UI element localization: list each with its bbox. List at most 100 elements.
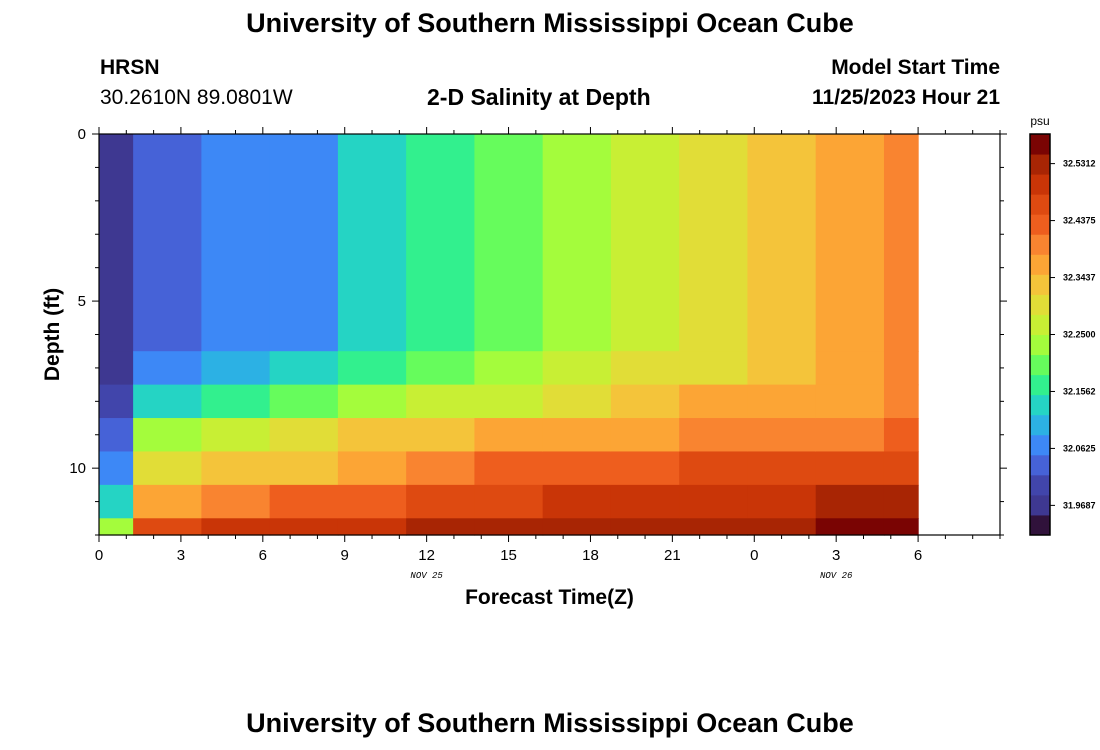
heatmap-cell xyxy=(883,384,919,419)
x-tick-label: 3 xyxy=(832,547,840,564)
heatmap-cell xyxy=(337,351,407,386)
heatmap-cell xyxy=(99,351,134,386)
y-tick-label: 10 xyxy=(69,460,86,477)
heatmap-cell xyxy=(201,451,271,486)
heatmap-cell xyxy=(406,384,476,419)
heatmap-cell xyxy=(474,418,544,453)
heatmap-cell xyxy=(883,484,919,519)
heatmap-cell xyxy=(610,134,680,352)
colorbar-segment xyxy=(1030,234,1050,255)
chart-subtitle: 2-D Salinity at Depth xyxy=(427,84,651,110)
heatmap-cell xyxy=(269,134,339,352)
heatmap-cell xyxy=(269,351,339,386)
heatmap-cell xyxy=(474,484,544,519)
heatmap-cell xyxy=(815,418,885,453)
heatmap-cell xyxy=(815,134,885,352)
heatmap-cell xyxy=(337,418,407,453)
heatmap-cell xyxy=(406,351,476,386)
heatmap-cell xyxy=(406,518,476,536)
y-tick-label: 5 xyxy=(78,293,86,310)
x-tick-label: 0 xyxy=(750,547,758,564)
heatmap-cell xyxy=(99,418,134,453)
heatmap-cell xyxy=(679,418,749,453)
heatmap-cell xyxy=(201,484,271,519)
heatmap-cell xyxy=(610,451,680,486)
heatmap-cell xyxy=(269,451,339,486)
x-tick-label: 9 xyxy=(341,547,349,564)
colorbar-units: psu xyxy=(1030,114,1049,128)
heatmap-cell xyxy=(883,518,919,536)
heatmap-cell xyxy=(474,384,544,419)
colorbar-segment xyxy=(1030,214,1050,235)
heatmap-cell xyxy=(679,484,749,519)
heatmap-cell xyxy=(474,451,544,486)
heatmap-cell xyxy=(474,134,544,352)
heatmap-cell xyxy=(337,518,407,536)
heatmap-cell xyxy=(201,134,271,352)
heatmap-cell xyxy=(337,384,407,419)
page-title: University of Southern Mississippi Ocean… xyxy=(246,8,854,38)
colorbar-tick-label: 32.1562 xyxy=(1063,386,1096,396)
x-tick-label: 15 xyxy=(500,547,517,564)
heatmap-cell xyxy=(679,384,749,419)
colorbar-tick-label: 32.4375 xyxy=(1063,216,1096,226)
heatmap-cell xyxy=(542,384,612,419)
station-id: HRSN xyxy=(100,56,160,79)
colorbar-segment xyxy=(1030,434,1050,456)
heatmap-cell xyxy=(406,134,476,352)
heatmap-cell xyxy=(542,134,612,352)
model-start-value: 11/25/2023 Hour 21 xyxy=(812,86,1000,109)
x-tick-label: 21 xyxy=(664,547,681,564)
heatmap-cell xyxy=(542,351,612,386)
heatmap-cell xyxy=(747,351,817,386)
colorbar-segment xyxy=(1030,494,1050,516)
x-tick-label: 18 xyxy=(582,547,599,564)
heatmap-cell xyxy=(269,484,339,519)
heatmap-cell xyxy=(406,451,476,486)
heatmap-cell xyxy=(542,518,612,536)
heatmap-cell xyxy=(201,418,271,453)
heatmap-cell xyxy=(269,418,339,453)
heatmap-cell xyxy=(747,418,817,453)
x-axis-title: Forecast Time(Z) xyxy=(465,586,634,609)
y-axis-title: Depth (ft) xyxy=(41,288,64,381)
heatmap-cell xyxy=(133,451,202,486)
heatmap-cell xyxy=(337,484,407,519)
heatmap-cell xyxy=(610,351,680,386)
colorbar-segment xyxy=(1030,454,1050,476)
heatmap-cell xyxy=(406,418,476,453)
colorbar-tick-label: 32.3437 xyxy=(1063,273,1096,283)
heatmap-cell xyxy=(133,134,202,352)
colorbar-segment xyxy=(1030,294,1050,315)
heatmap-cell xyxy=(474,518,544,536)
heatmap-cell xyxy=(679,451,749,486)
colorbar-tick-label: 32.5312 xyxy=(1063,159,1096,169)
heatmap-cell xyxy=(99,134,134,352)
heatmap-cell xyxy=(133,518,202,536)
colorbar-tick-label: 31.9687 xyxy=(1063,500,1096,510)
heatmap-cell xyxy=(99,484,134,519)
date-label: NOV 26 xyxy=(820,571,853,581)
heatmap-cell xyxy=(679,351,749,386)
colorbar-segment xyxy=(1030,374,1050,396)
x-tick-label: 0 xyxy=(95,547,103,564)
station-coordinates: 30.2610N 89.0801W xyxy=(100,86,293,109)
heatmap-cell xyxy=(99,384,134,419)
heatmap-cell xyxy=(133,484,202,519)
heatmap-cell xyxy=(815,484,885,519)
colorbar-segment xyxy=(1030,414,1050,436)
heatmap-cell xyxy=(201,518,271,536)
heatmap-cell xyxy=(610,384,680,419)
colorbar-segment xyxy=(1030,314,1050,335)
heatmap-cell xyxy=(201,384,271,419)
x-tick-label: 3 xyxy=(177,547,185,564)
heatmap-cell xyxy=(337,134,407,352)
colorbar-segment xyxy=(1030,354,1050,376)
colorbar-segment xyxy=(1030,334,1050,356)
heatmap-cell xyxy=(883,134,919,352)
heatmap-cell xyxy=(679,518,749,536)
heatmap-cell xyxy=(201,351,271,386)
heatmap-cell xyxy=(747,384,817,419)
y-tick-label: 0 xyxy=(78,126,86,143)
